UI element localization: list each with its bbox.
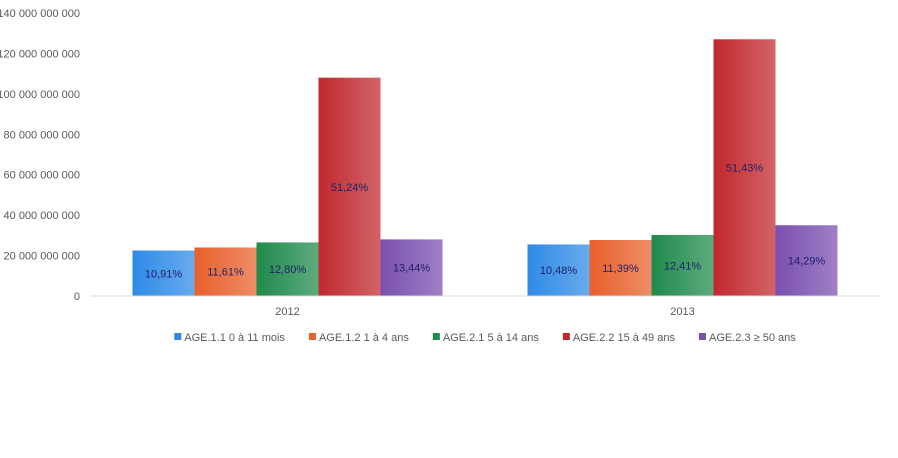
legend-item: AGE.1.1 0 à 11 mois [174, 332, 285, 344]
y-tick-label: 0 [74, 291, 80, 303]
data-label: 13,44% [393, 263, 431, 275]
legend-item: AGE.2.2 15 à 49 ans [562, 332, 676, 344]
data-label: 51,43% [726, 163, 764, 175]
legend-item: AGE.2.3 ≥ 50 ans [698, 332, 796, 344]
legend-label: AGE.1.2 1 à 4 ans [319, 332, 409, 344]
y-tick-label: 40 000 000 000 [4, 210, 80, 222]
y-tick-label: 140 000 000 000 [0, 8, 80, 20]
legend-swatch [174, 333, 182, 340]
data-label: 12,41% [664, 260, 702, 272]
bar [256, 242, 319, 296]
legend-label: AGE.2.1 5 à 14 ans [443, 332, 540, 344]
data-label: 14,29% [788, 256, 826, 268]
bar [589, 240, 652, 296]
x-tick-label: 2013 [670, 306, 694, 318]
legend-swatch [432, 333, 440, 340]
bar [318, 77, 381, 296]
x-tick-label: 2012 [275, 306, 299, 318]
bar [527, 244, 590, 296]
y-tick-label: 100 000 000 000 [0, 89, 80, 101]
y-tick-label: 60 000 000 000 [4, 170, 80, 182]
y-tick-label: 80 000 000 000 [4, 129, 80, 141]
legend-label: AGE.1.1 0 à 11 mois [184, 332, 285, 344]
legend-swatch [562, 333, 570, 340]
y-tick-label: 20 000 000 000 [4, 251, 80, 263]
data-label: 11,61% [207, 267, 244, 279]
legend-swatch [308, 333, 316, 340]
bar [380, 239, 443, 296]
bar [132, 250, 195, 296]
legend-item: AGE.1.2 1 à 4 ans [308, 332, 409, 344]
legend-label: AGE.2.2 15 à 49 ans [573, 332, 676, 344]
legend-label: AGE.2.3 ≥ 50 ans [709, 332, 796, 344]
y-axis: 0 20 000 000 000 40 000 000 000 60 000 000 … [0, 8, 80, 303]
bar [713, 39, 776, 297]
data-label: 12,80% [269, 264, 307, 276]
y-tick-label: 120 000 000 000 [0, 48, 80, 60]
data-label: 51,24% [331, 182, 369, 194]
bars: 10,91% 11,61% 12,80% 51,24% 13,44% 10,48% 11,3… [132, 39, 838, 297]
bar [775, 225, 838, 296]
bar [194, 247, 257, 296]
legend-swatch [698, 333, 706, 340]
legend-item: AGE.2.1 5 à 14 ans [432, 332, 540, 344]
data-label: 10,48% [540, 265, 578, 277]
data-label: 10,91% [145, 268, 183, 280]
x-axis: 2012 2013 [90, 295, 880, 318]
data-label: 11,39% [602, 263, 639, 275]
legend: AGE.1.1 0 à 11 mois AGE.1.2 1 à 4 ans AGE.… [174, 332, 796, 344]
bar [651, 234, 714, 296]
